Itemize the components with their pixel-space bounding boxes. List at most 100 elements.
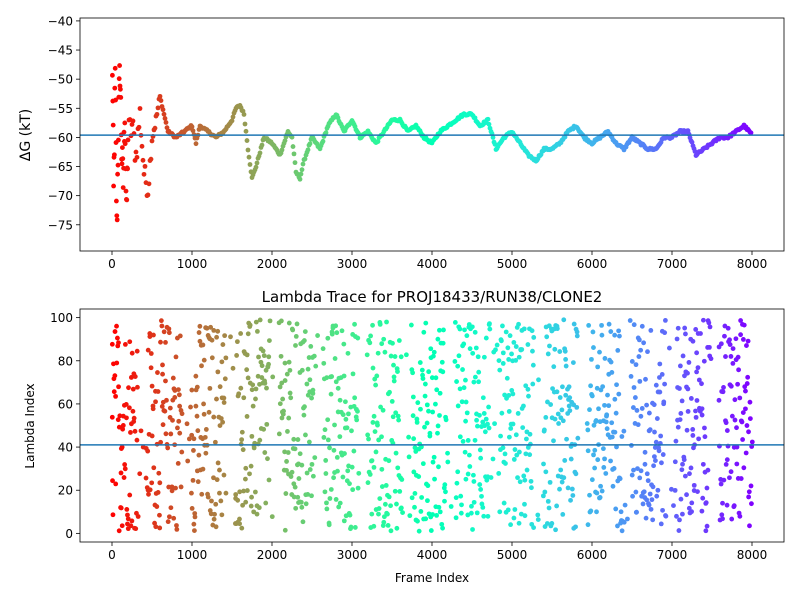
- lambda-trace-point: [736, 367, 741, 373]
- lambda-trace-point: [288, 395, 294, 401]
- lambda-trace-point: [324, 506, 330, 512]
- lambda-trace-point: [740, 337, 746, 342]
- lambda-trace-point: [346, 411, 351, 417]
- lambda-trace-point: [171, 515, 177, 521]
- lambda-trace-point: [196, 330, 202, 335]
- lambda-trace-point: [302, 329, 308, 334]
- lambda-trace-point: [619, 528, 625, 534]
- lambda-trace-point: [536, 377, 541, 383]
- lambda-trace-point: [367, 340, 373, 346]
- lambda-trace-point: [522, 513, 528, 519]
- lambda-trace-point: [521, 326, 527, 332]
- lambda-trace-point: [708, 356, 714, 362]
- delta-g-x-tick-label: 2000: [257, 257, 288, 271]
- lambda-trace-point: [288, 474, 294, 479]
- lambda-trace-point: [634, 408, 640, 413]
- lambda-trace-point: [406, 434, 412, 440]
- delta-g-point: [230, 114, 236, 120]
- lambda-trace-point: [149, 480, 155, 486]
- lambda-trace-point: [395, 465, 401, 471]
- lambda-trace-point: [612, 396, 618, 402]
- lambda-trace-point: [430, 353, 436, 359]
- lambda-trace-point: [528, 478, 534, 484]
- lambda-trace-point: [513, 432, 519, 438]
- lambda-trace-point: [635, 422, 641, 428]
- lambda-trace-point: [307, 377, 313, 383]
- lambda-trace-point: [323, 471, 329, 476]
- lambda-trace-point: [259, 363, 265, 369]
- lambda-trace-point: [414, 416, 420, 422]
- lambda-trace-point: [505, 507, 511, 513]
- lambda-trace-point: [527, 431, 533, 437]
- lambda-trace-point: [638, 468, 644, 474]
- lambda-trace-point: [461, 385, 467, 391]
- lambda-trace-point: [659, 460, 664, 466]
- lambda-trace-point: [157, 512, 162, 518]
- lambda-trace-point: [333, 379, 339, 385]
- lambda-trace-point: [747, 399, 753, 405]
- delta-g-plot-frame: [79, 17, 785, 252]
- lambda-trace-point: [616, 328, 622, 334]
- lambda-trace-point: [643, 376, 648, 382]
- delta-g-point: [125, 166, 130, 172]
- lambda-trace-point: [680, 461, 685, 467]
- lambda-trace-point: [604, 426, 610, 432]
- lambda-trace-point: [266, 477, 272, 483]
- lambda-trace-point: [244, 488, 250, 493]
- lambda-trace-point: [595, 457, 601, 463]
- delta-g-y-tick-label: −55: [48, 102, 73, 116]
- lambda-trace-point: [415, 518, 420, 524]
- delta-g-point: [115, 171, 120, 177]
- lambda-trace-point: [502, 451, 508, 457]
- lambda-trace-point: [647, 427, 653, 433]
- lambda-trace-point: [245, 331, 251, 337]
- lambda-trace-point: [434, 512, 440, 518]
- lambda-trace-point: [472, 437, 478, 443]
- lambda-trace-point: [600, 446, 606, 452]
- lambda-trace-point: [280, 396, 286, 402]
- lambda-trace-point: [255, 373, 261, 379]
- lambda-trace-point: [233, 492, 239, 497]
- lambda-trace-point: [476, 369, 482, 375]
- lambda-trace-point: [386, 458, 392, 464]
- lambda-trace-point: [254, 511, 260, 517]
- lambda-trace-point: [643, 515, 649, 521]
- lambda-trace-point: [332, 356, 338, 361]
- lambda-trace-point: [554, 326, 560, 332]
- lambda-trace-point: [743, 406, 748, 412]
- delta-g-point: [112, 152, 117, 158]
- lambda-trace-point: [559, 479, 565, 485]
- lambda-trace-point: [463, 418, 468, 424]
- lambda-trace-point: [165, 519, 171, 525]
- lambda-trace-point: [562, 458, 568, 463]
- lambda-trace-point: [333, 497, 339, 502]
- lambda-trace-point: [609, 434, 615, 440]
- lambda-trace-point: [588, 508, 594, 514]
- lambda-trace-point: [492, 421, 497, 427]
- lambda-trace-point: [286, 320, 292, 326]
- lambda-trace-point: [565, 485, 571, 491]
- lambda-trace-point: [147, 487, 153, 493]
- lambda-trace-point: [704, 523, 710, 529]
- delta-g-point: [114, 198, 119, 204]
- lambda-trace-point: [559, 407, 565, 413]
- lambda-trace-point: [541, 461, 546, 467]
- lambda-trace-point: [460, 438, 466, 444]
- lambda-trace-point: [613, 410, 619, 416]
- lambda-trace-point: [678, 496, 684, 502]
- lambda-trace-point: [611, 466, 617, 471]
- lambda-trace-point: [309, 395, 314, 401]
- lambda-trace-point: [442, 482, 448, 488]
- lambda-trace-point: [657, 375, 662, 380]
- lambda-trace-point: [247, 471, 252, 477]
- lambda-trace-point: [469, 503, 474, 509]
- lambda-trace-point: [613, 506, 619, 512]
- lambda-trace-point: [522, 477, 528, 483]
- lambda-trace-point: [325, 335, 331, 341]
- lambda-trace-point: [722, 333, 727, 339]
- delta-g-point: [241, 112, 247, 117]
- lambda-trace-point: [699, 412, 705, 418]
- lambda-trace-point: [465, 512, 471, 518]
- lambda-trace-point: [341, 373, 347, 379]
